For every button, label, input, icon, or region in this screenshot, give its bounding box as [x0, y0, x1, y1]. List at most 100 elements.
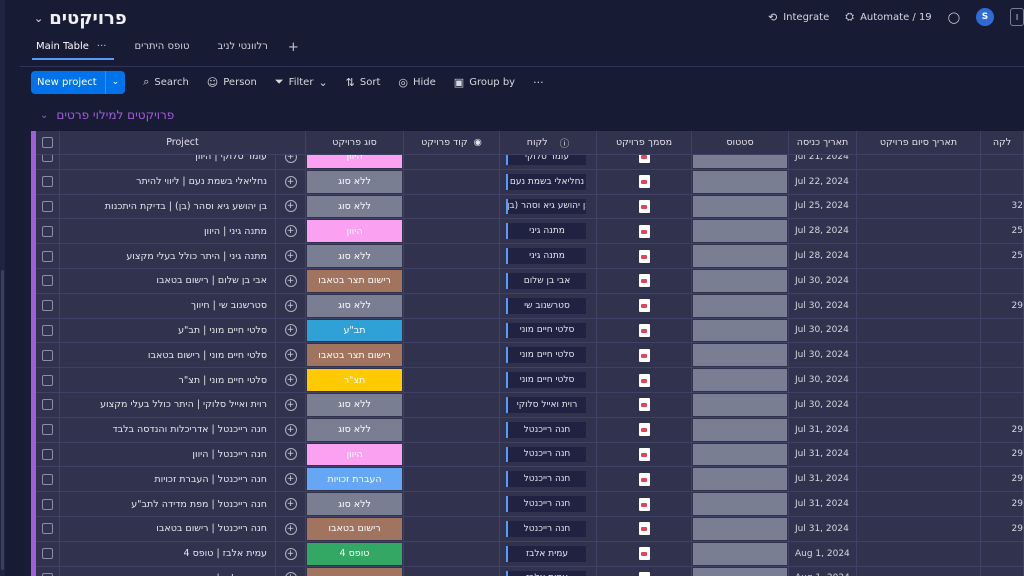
status-cell[interactable]	[692, 169, 789, 195]
column-header-type[interactable]: סוג פרויקט	[306, 131, 404, 155]
filter-button[interactable]: ⏷ Filter ⌄	[275, 75, 328, 89]
end-date-cell[interactable]	[857, 145, 981, 170]
project-code-cell[interactable]	[404, 442, 500, 468]
add-update-icon[interactable]: +	[284, 250, 297, 263]
status-cell[interactable]	[692, 517, 789, 542]
status-cell[interactable]	[692, 244, 789, 269]
side-panel-chip[interactable]: I	[1010, 8, 1024, 26]
add-update-icon[interactable]: +	[284, 225, 297, 238]
end-date-cell[interactable]	[857, 442, 981, 468]
project-name-cell[interactable]: נחליאלי בשמת נעם | ליווי להיתר	[60, 169, 276, 195]
project-doc-cell[interactable]	[597, 318, 692, 344]
group-by-button[interactable]: ▣ Group by	[454, 76, 515, 89]
client-cell[interactable]: נחליאלי בשמת נעם	[500, 169, 597, 195]
project-name-cell[interactable]: מתנה גיני | היתר כולל בעלי מקצוע	[60, 244, 276, 269]
tab-main-table[interactable]: Main Table ···	[20, 36, 118, 66]
client-cell[interactable]: חנה רייכנטל	[500, 442, 597, 468]
project-type-cell[interactable]: רישום תצר בטאבו	[306, 343, 404, 369]
project-type-cell[interactable]: ללא סוג	[306, 194, 404, 220]
updates-cell[interactable]: +	[276, 269, 306, 294]
updates-cell[interactable]: +	[276, 442, 306, 468]
project-code-cell[interactable]	[404, 194, 500, 220]
client-link[interactable]: סלטי חיים מוני	[506, 372, 586, 388]
end-date-cell[interactable]	[857, 343, 981, 369]
client-link[interactable]: עמית אלבז	[506, 545, 586, 562]
pdf-file-icon[interactable]	[638, 522, 650, 536]
project-code-cell[interactable]	[404, 368, 500, 393]
updates-cell[interactable]: +	[276, 492, 306, 517]
column-header-end-date[interactable]: תאריך סיום פרויקט	[857, 131, 981, 155]
pdf-file-icon[interactable]	[638, 547, 650, 561]
status-cell[interactable]	[692, 417, 789, 443]
updates-cell[interactable]: +	[276, 467, 306, 493]
project-code-cell[interactable]	[404, 566, 500, 576]
pdf-file-icon[interactable]	[638, 497, 650, 511]
client-link[interactable]: אבי בן שלום	[506, 273, 586, 289]
status-cell[interactable]	[692, 368, 789, 393]
add-update-icon[interactable]: +	[284, 200, 297, 213]
client-cell[interactable]: מתנה גיני	[500, 244, 597, 269]
select-all-checkbox[interactable]	[42, 137, 53, 148]
client-cell[interactable]: סלטי חיים מוני	[500, 368, 597, 393]
status-cell[interactable]	[692, 293, 789, 319]
project-code-cell[interactable]	[404, 269, 500, 294]
updates-cell[interactable]: +	[276, 541, 306, 567]
project-doc-cell[interactable]	[597, 145, 692, 170]
project-doc-cell[interactable]	[597, 343, 692, 369]
project-code-cell[interactable]	[404, 541, 500, 567]
updates-cell[interactable]: +	[276, 368, 306, 393]
entry-date-cell[interactable]: Jul 22, 2024	[789, 169, 857, 195]
client-cell[interactable]: סטרשנוב שי	[500, 293, 597, 319]
status-cell[interactable]	[692, 566, 789, 576]
project-name-cell[interactable]: עומר סלוקי | היוון	[60, 145, 276, 170]
project-name-cell[interactable]: חנה רייכנטל | היוון	[60, 442, 276, 468]
updates-cell[interactable]: +	[276, 293, 306, 319]
left-scroll-rail[interactable]	[0, 0, 5, 576]
client-cell[interactable]: בן יהושע גיא וסהר (בן)	[500, 194, 597, 220]
pdf-file-icon[interactable]	[638, 348, 650, 362]
chat-bubble-icon[interactable]: ◯	[947, 10, 960, 24]
chevron-down-icon[interactable]: ⌄	[318, 75, 328, 89]
updates-cell[interactable]: +	[276, 219, 306, 245]
tab-relevant-niv[interactable]: רלוונטי לניב	[217, 41, 268, 52]
status-cell[interactable]	[692, 467, 789, 493]
row-checkbox[interactable]	[42, 548, 53, 560]
updates-cell[interactable]: +	[276, 393, 306, 418]
project-type-cell[interactable]: היוון	[306, 219, 404, 245]
sort-button[interactable]: ⇅ Sort	[346, 76, 381, 89]
client-link[interactable]: נחליאלי בשמת נעם	[506, 173, 586, 190]
pdf-file-icon[interactable]	[638, 224, 650, 238]
pdf-file-icon[interactable]	[638, 175, 650, 189]
client-link[interactable]: חנה רייכנטל	[506, 421, 586, 438]
entry-date-cell[interactable]: Jul 28, 2024	[789, 219, 857, 245]
project-name-cell[interactable]: סלטי חיים מוני | תצ"ר	[60, 368, 276, 393]
chevron-down-icon[interactable]: ⌄	[104, 70, 126, 94]
client-cell[interactable]: סלטי חיים מוני	[500, 318, 597, 344]
client-cell[interactable]: מתנה גיני	[500, 219, 597, 245]
add-update-icon[interactable]: +	[284, 448, 297, 461]
project-code-cell[interactable]	[404, 145, 500, 170]
project-name-cell[interactable]: עמית אלבז | טופס 4	[60, 541, 276, 567]
project-name-cell[interactable]: אבי בן שלום | רישום בטאבו	[60, 269, 276, 294]
more-options-button[interactable]: ···	[533, 76, 544, 89]
column-header-entry-date[interactable]: תאריך כניסה	[789, 131, 857, 155]
row-checkbox[interactable]	[42, 349, 53, 361]
entry-date-cell[interactable]: Jul 28, 2024	[789, 244, 857, 269]
row-checkbox[interactable]	[42, 275, 53, 287]
updates-cell[interactable]: +	[276, 194, 306, 220]
column-header-doc[interactable]: מסמך פרויקט	[597, 131, 692, 155]
end-date-cell[interactable]	[857, 244, 981, 269]
project-code-cell[interactable]	[404, 169, 500, 195]
updates-cell[interactable]: +	[276, 566, 306, 576]
project-type-cell[interactable]: תצ"ר	[306, 368, 404, 393]
project-code-cell[interactable]	[404, 343, 500, 369]
client-link[interactable]: בן יהושע גיא וסהר (בן)	[506, 198, 586, 215]
project-doc-cell[interactable]	[597, 244, 692, 269]
row-checkbox[interactable]	[42, 473, 53, 485]
client-link[interactable]: מתנה גיני	[506, 248, 586, 264]
project-name-cell[interactable]: חנה רייכנטל | מפת מדידה לתב"ע	[60, 492, 276, 517]
client-cell[interactable]: חנה רייכנטל	[500, 492, 597, 517]
end-date-cell[interactable]	[857, 417, 981, 443]
row-checkbox[interactable]	[42, 374, 53, 386]
status-cell[interactable]	[692, 318, 789, 344]
